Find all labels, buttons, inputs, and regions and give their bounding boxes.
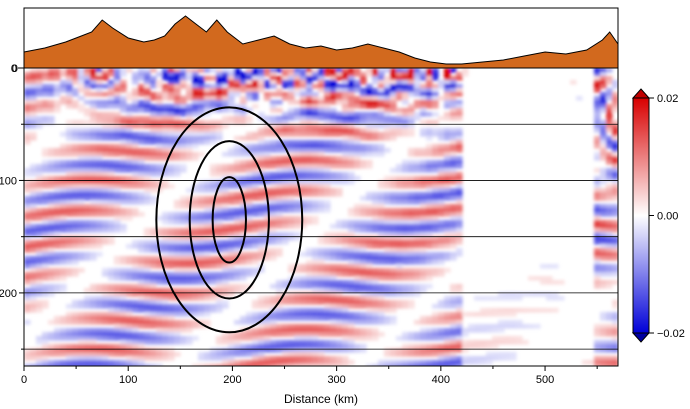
anomaly-contours bbox=[155, 106, 304, 334]
colorbar-min-arrow bbox=[631, 332, 651, 343]
depth-reference-lines bbox=[24, 123, 618, 350]
topography-profile bbox=[24, 15, 618, 68]
x-tick-label: 100 bbox=[119, 374, 137, 386]
frame bbox=[23, 67, 619, 367]
colorbar-tick-label: −0.02 bbox=[657, 328, 685, 340]
colorbar-tick-label: 0.02 bbox=[657, 93, 678, 105]
x-axis-title: Distance (km) bbox=[284, 392, 358, 406]
x-tick-label: 0 bbox=[21, 374, 27, 386]
y-tick-label: 100 bbox=[0, 175, 17, 187]
wavefield-panel: 0 100 200 300 400 500 0 100 200 Distance (km) bbox=[0, 63, 619, 406]
colorbar: 0.02 0.00 −0.02 bbox=[631, 88, 685, 343]
x-tick-label: 500 bbox=[536, 374, 554, 386]
anomaly-ellipse bbox=[188, 140, 270, 300]
topography-panel: 0 bbox=[12, 7, 619, 75]
anomaly-ellipse bbox=[155, 106, 304, 334]
y-tick-label: 200 bbox=[0, 288, 17, 300]
x-tick-label: 300 bbox=[327, 374, 345, 386]
topo-y-tick-label: 0 bbox=[12, 63, 18, 75]
y-axis: 0 100 200 bbox=[0, 63, 24, 350]
y-tick-label: 0 bbox=[11, 63, 17, 75]
wavefield-image bbox=[24, 68, 618, 366]
anomaly-ellipse bbox=[211, 176, 247, 264]
x-axis: 0 100 200 300 400 500 bbox=[21, 366, 598, 386]
x-tick-label: 200 bbox=[223, 374, 241, 386]
x-tick-label: 400 bbox=[432, 374, 450, 386]
colorbar-max-arrow bbox=[631, 88, 651, 99]
colorbar-tick-label: 0.00 bbox=[657, 211, 678, 223]
